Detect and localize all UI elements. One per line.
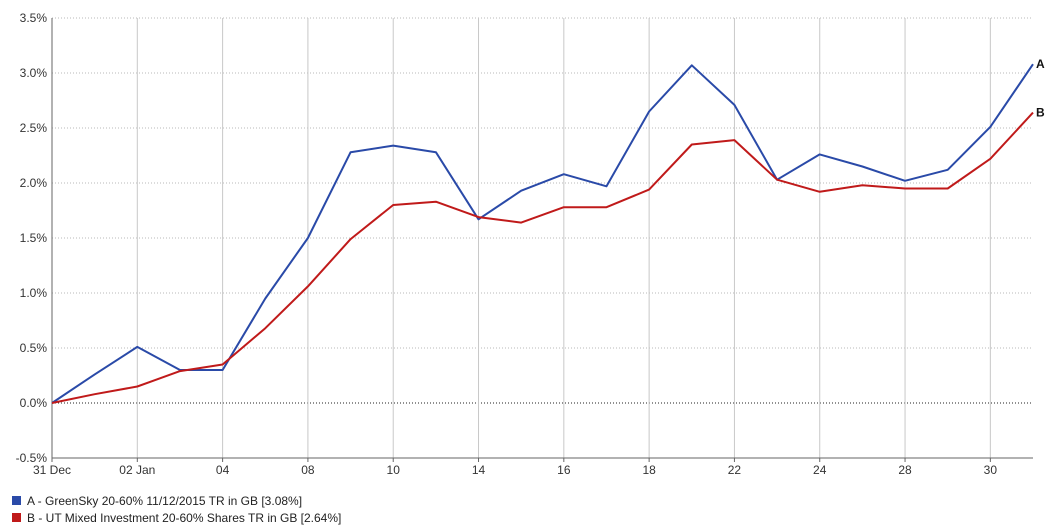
x-tick-label: 08: [301, 463, 315, 477]
x-tick-label: 24: [813, 463, 827, 477]
x-tick-label: 18: [642, 463, 656, 477]
x-tick-label: 10: [387, 463, 401, 477]
series-end-label-b: B: [1036, 106, 1045, 120]
x-tick-label: 30: [984, 463, 998, 477]
x-tick-label: 14: [472, 463, 486, 477]
x-tick-label: 31 Dec: [33, 463, 71, 477]
legend-swatch-b: [12, 513, 21, 522]
x-tick-label: 28: [898, 463, 912, 477]
series-line-a: [51, 63, 1034, 404]
y-tick-label: 2.5%: [20, 121, 48, 135]
x-tick-label: 02 Jan: [119, 463, 155, 477]
x-tick-label: 16: [557, 463, 571, 477]
x-tick-label: 22: [728, 463, 742, 477]
x-tick-label: 04: [216, 463, 230, 477]
chart-area: 3.5% 3.0% 2.5% 2.0% 1.5% 1.0% 0.5% 0.0% -0.5% 31 …: [16, 11, 1045, 477]
y-tick-label: -0.5%: [16, 451, 48, 465]
legend: A - GreenSky 20-60% 11/12/2015 TR in GB …: [12, 492, 341, 526]
series-end-label-a: A: [1036, 57, 1045, 71]
legend-item-a: A - GreenSky 20-60% 11/12/2015 TR in GB …: [12, 492, 341, 509]
y-tick-label: 3.0%: [20, 66, 48, 80]
y-tick-label: 0.0%: [20, 396, 48, 410]
y-tick-label: 2.0%: [20, 176, 48, 190]
legend-label-a: A - GreenSky 20-60% 11/12/2015 TR in GB …: [27, 493, 303, 508]
legend-item-b: B - UT Mixed Investment 20-60% Shares TR…: [12, 509, 341, 526]
y-tick-label: 0.5%: [20, 341, 48, 355]
y-tick-label: 3.5%: [20, 11, 48, 25]
y-tick-label: 1.0%: [20, 286, 48, 300]
series-line-b: [51, 111, 1034, 404]
legend-swatch-a: [12, 496, 21, 505]
y-tick-label: 1.5%: [20, 231, 48, 245]
legend-label-b: B - UT Mixed Investment 20-60% Shares TR…: [27, 510, 342, 525]
line-chart: 3.5% 3.0% 2.5% 2.0% 1.5% 1.0% 0.5% 0.0% -0.5%31 …: [16, 11, 1045, 477]
